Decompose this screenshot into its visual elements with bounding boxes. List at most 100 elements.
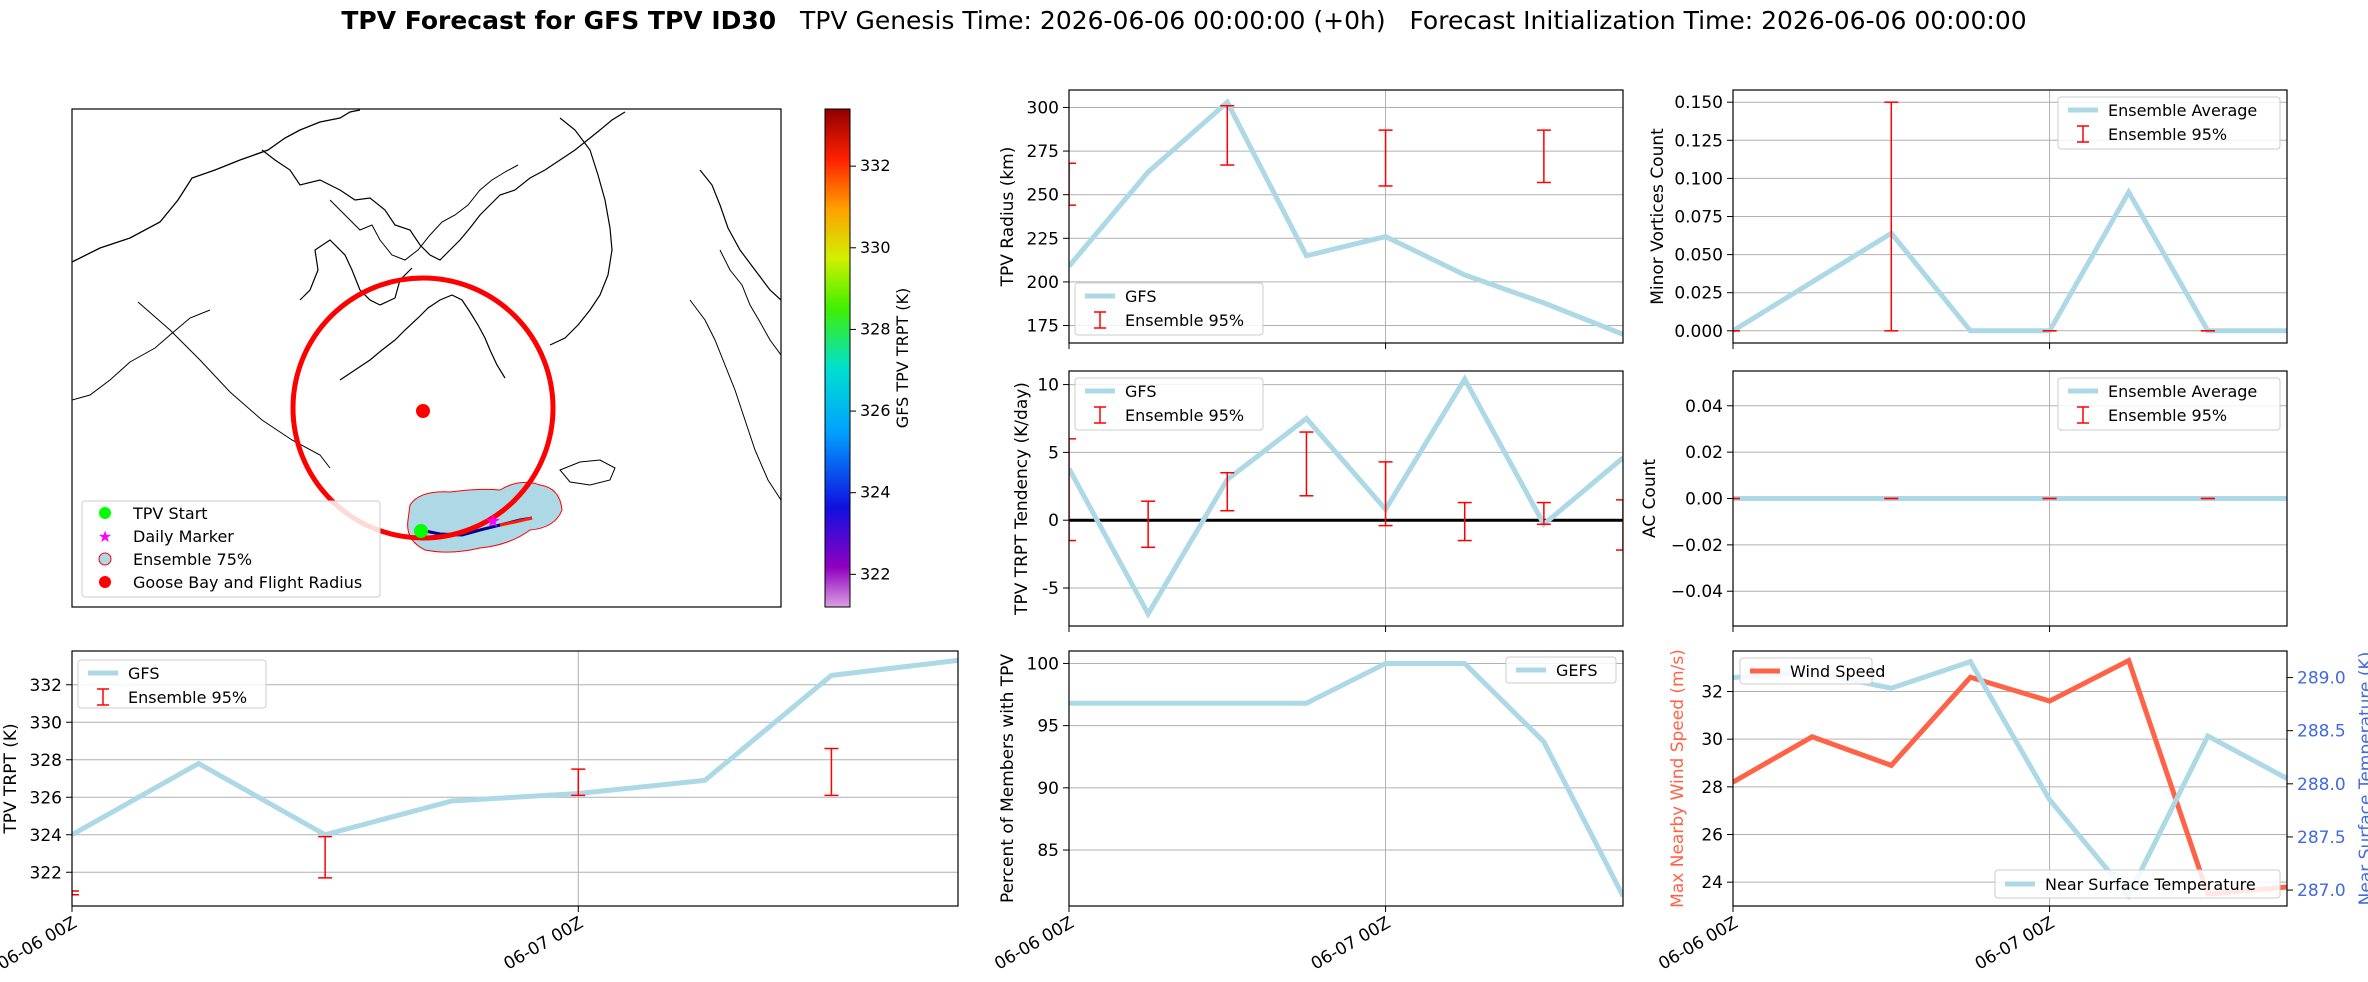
minor-vortices-chart: 0.000 0.025 0.050 0.075 0.100 0.125 0.150 Minor… (1648, 89, 2288, 349)
legend-box (1074, 377, 1264, 431)
y2-tick-label: 289.0 (2297, 669, 2346, 689)
legend-label: Ensemble 95% (128, 688, 247, 707)
legend-box (1739, 657, 1873, 685)
y-axis-label: Percent of Members with TPV (998, 654, 1018, 903)
title-genesis: TPV Genesis Time: 2026-06-06 00:00:00 (+… (800, 6, 1386, 35)
y-tick-label: 332 (30, 676, 62, 696)
map-legend: ★ TPV Start Daily Marker Ensemble 75% Go… (81, 500, 381, 598)
figure-title: TPV Forecast for GFS TPV ID30 TPV Genesi… (0, 6, 2368, 35)
axes-frame (71, 650, 959, 907)
y-tick-label: 5 (1048, 443, 1059, 463)
legend-label: GFS (128, 664, 159, 683)
y-tick-label: 0.050 (1674, 246, 1723, 266)
ensemble-75-region (407, 481, 563, 553)
y-tick-label: 32 (1701, 683, 1723, 703)
y-tick-label: 250 (1027, 186, 1059, 206)
x-tick-label: 06-07 00Z (500, 913, 586, 974)
europe-coast (699, 169, 781, 301)
y-tick-label: 0 (1048, 511, 1059, 531)
legend-box (1074, 282, 1264, 336)
title-init: Forecast Initialization Time: 2026-06-06… (1409, 6, 2027, 35)
y-tick-label: 28 (1701, 778, 1723, 798)
x-tick-label: 06-06 00Z (0, 913, 81, 974)
y-axis-label: TPV TRPT Tendency (K/day) (1012, 382, 1032, 616)
iceland-coast (559, 459, 616, 486)
legend-label: Ensemble 95% (1125, 406, 1244, 425)
legend-label: Ensemble Average (2108, 101, 2257, 120)
series-line-right (1733, 658, 2287, 900)
legend-box (2057, 377, 2281, 431)
colorbar-tick-label: 326 (860, 401, 891, 420)
y-tick-label: 275 (1027, 142, 1059, 162)
colorbar-ramp (824, 108, 851, 608)
legend-label-0: TPV Start (132, 504, 208, 523)
y-tick-label: 322 (30, 863, 62, 883)
legend-box (1994, 869, 2281, 899)
radius-chart: 175 200 225 250 275 300 TPV Radius (km) GFS Ense… (998, 89, 1624, 349)
y-tick-label: 85 (1037, 841, 1059, 861)
y-axis-label: AC Count (1640, 459, 1660, 538)
axes-frame (1732, 370, 2288, 627)
y-tick-label: 200 (1027, 273, 1059, 293)
colorbar-tick-label: 324 (860, 483, 891, 502)
percent-chart: 85 90 95 100 Percent of Members with TPV 06-0… (991, 650, 1624, 974)
colorbar-label: GFS TPV TRPT (K) (893, 288, 912, 428)
y-tick-label: 0.000 (1674, 322, 1723, 342)
goose-bay-marker (416, 404, 430, 418)
y-axis-label: TPV TRPT (K) (1, 723, 21, 834)
y2-tick-label: 287.0 (2297, 881, 2346, 901)
legend-label: GFS (1125, 382, 1156, 401)
y-tick-label: 328 (30, 751, 62, 771)
series-line-main (1069, 660, 1623, 898)
greenland-coast (549, 117, 613, 346)
trpt-chart: 322 324 326 328 330 332 TPV TRPT (K) 06-06 00Z 0… (0, 650, 959, 974)
legend-label: Ensemble 95% (1125, 311, 1244, 330)
y-tick-label: −0.04 (1671, 582, 1723, 602)
daily-marker: ★ (485, 511, 501, 532)
legend-start-icon (99, 507, 111, 519)
legend-goose-icon (99, 576, 111, 588)
y2-tick-label: 287.5 (2297, 828, 2346, 848)
y-tick-label: 26 (1701, 826, 1723, 846)
y2-tick-label: 288.0 (2297, 775, 2346, 795)
legend-label-3: Goose Bay and Flight Radius (133, 573, 362, 592)
y-tick-label: 0.025 (1674, 284, 1723, 304)
legend-label-2: Ensemble 75% (133, 550, 252, 569)
legend-label: GEFS (1556, 661, 1598, 680)
legend-box (2057, 96, 2281, 150)
legend-box (1505, 656, 1617, 684)
arctic-islands (261, 111, 626, 261)
colorbar: 322 324 326 328 330 332 GFS TPV TRPT (K) (824, 108, 912, 608)
axes-frame (1732, 650, 2288, 907)
map-geography: ★ (72, 109, 781, 553)
map-frame (71, 108, 782, 608)
y-axis-label: TPV Radius (km) (998, 147, 1018, 288)
y-tick-label: 0.04 (1685, 397, 1723, 417)
coastline-west (72, 109, 361, 263)
y-axis-label: Minor Vortices Count (1648, 128, 1668, 305)
y-tick-label: 90 (1037, 779, 1059, 799)
scandinavia (719, 249, 781, 356)
x-tick-label: 06-07 00Z (1972, 913, 2058, 974)
axes-frame (1068, 89, 1624, 344)
y2-axis-label: Near Surface Temperature (K) (2356, 652, 2368, 906)
border-line (137, 301, 331, 469)
hudson-bay-coast (299, 239, 413, 306)
colorbar-tick-label: 328 (860, 319, 891, 338)
legend-label: Near Surface Temperature (2045, 875, 2256, 894)
y-tick-label: 0.075 (1674, 208, 1723, 228)
arctic-islands-2 (329, 164, 519, 261)
y2-tick-label: 288.5 (2297, 722, 2346, 742)
axes-frame (1732, 89, 2288, 344)
x-tick-label: 06-06 00Z (991, 913, 1077, 974)
series-line-main (1069, 374, 1623, 619)
axes-frame (1068, 650, 1624, 907)
y-tick-label: 324 (30, 826, 62, 846)
tpv-track-warm (499, 516, 533, 527)
series-line-main (72, 657, 958, 838)
coastline-west-2 (72, 309, 211, 401)
y-tick-label: 24 (1701, 873, 1723, 893)
y-tick-label: −0.02 (1671, 536, 1723, 556)
